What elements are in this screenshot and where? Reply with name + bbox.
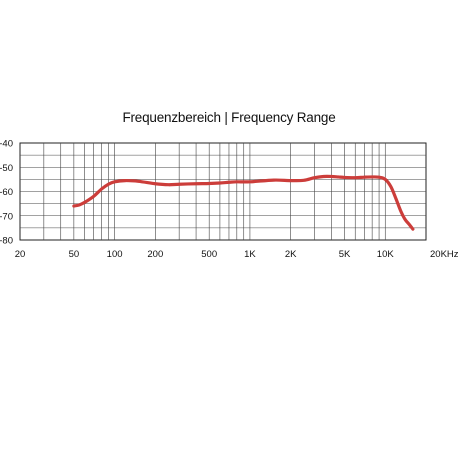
x-tick-label: 20 bbox=[15, 249, 26, 260]
y-tick-label: -50 bbox=[0, 163, 13, 174]
y-tick-label: -70 bbox=[0, 211, 13, 222]
x-tick-label: 5K bbox=[339, 249, 351, 260]
y-tick-label: -40 bbox=[0, 139, 13, 150]
y-tick-label: -60 bbox=[0, 187, 13, 198]
x-axis-tick-labels: 20 50 100 200 500 1K 2K 5K 10K 20KHz bbox=[15, 249, 458, 260]
x-tick-label: 2K bbox=[285, 249, 297, 260]
y-tick-label: -80 bbox=[0, 236, 13, 247]
x-tick-label: 1K bbox=[244, 249, 256, 260]
x-tick-label: 100 bbox=[107, 249, 123, 260]
response-curve-line bbox=[72, 174, 415, 231]
x-tick-label: 200 bbox=[147, 249, 163, 260]
y-axis-tick-labels: -40 -50 -60 -70 -80 bbox=[0, 139, 13, 247]
x-tick-label: 10K bbox=[377, 249, 395, 260]
x-tick-label: 500 bbox=[201, 249, 217, 260]
grid-lines bbox=[20, 143, 426, 240]
x-tick-label: 50 bbox=[69, 249, 80, 260]
chart-title: Frequenzbereich | Frequency Range bbox=[122, 110, 336, 125]
series-layer bbox=[72, 174, 415, 231]
x-tick-label: 20KHz bbox=[430, 249, 458, 260]
